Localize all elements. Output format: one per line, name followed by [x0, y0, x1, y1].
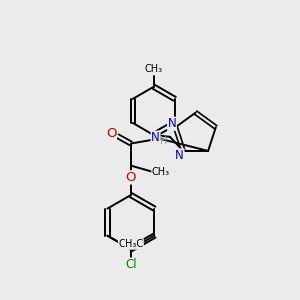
Text: CH₃: CH₃ — [145, 64, 163, 74]
Text: H₃C: H₃C — [125, 239, 143, 249]
Text: N: N — [175, 149, 184, 162]
Text: N: N — [151, 131, 160, 144]
Text: N: N — [168, 117, 176, 130]
Text: H: H — [160, 136, 167, 146]
Text: CH₃: CH₃ — [118, 239, 136, 249]
Text: Cl: Cl — [125, 258, 137, 271]
Text: O: O — [126, 171, 136, 184]
Text: CH₃: CH₃ — [152, 167, 170, 177]
Text: O: O — [106, 127, 116, 140]
